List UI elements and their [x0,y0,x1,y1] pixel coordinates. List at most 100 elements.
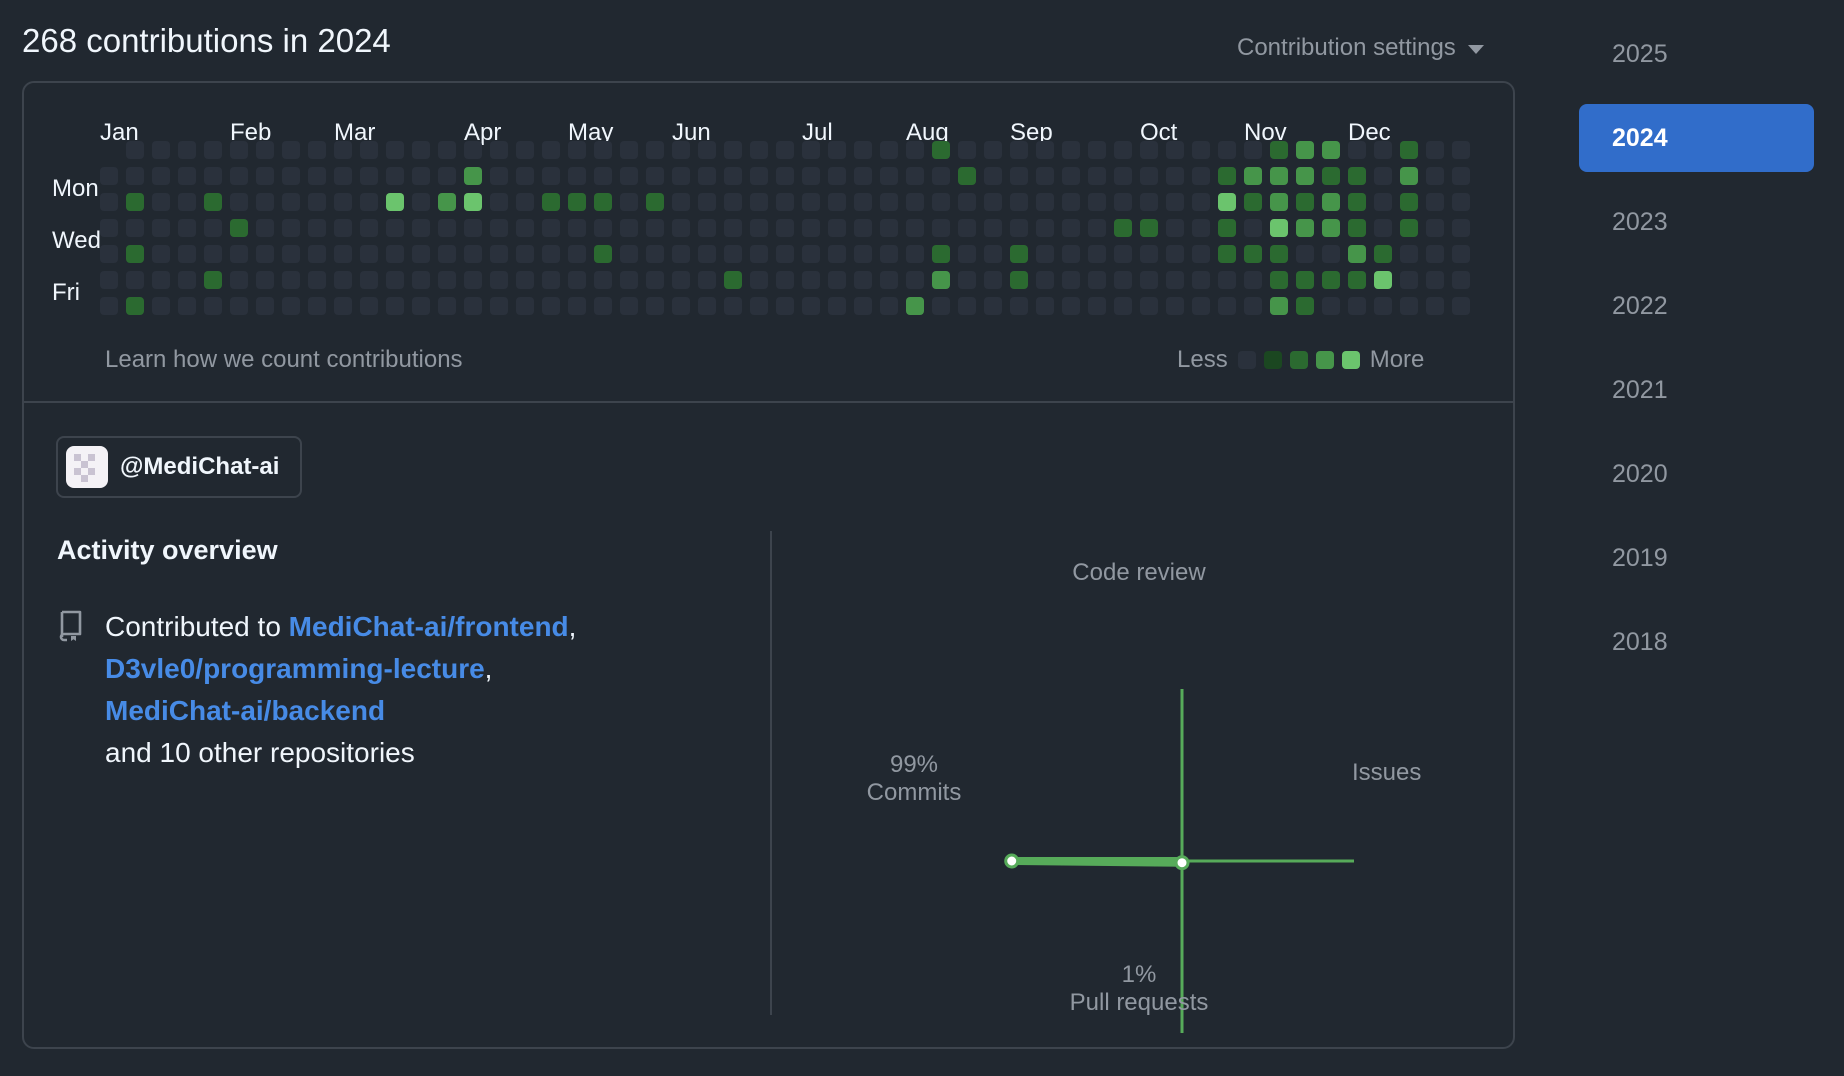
year-link-2019[interactable]: 2019 [1612,544,1668,572]
contribution-day-cell[interactable] [1348,193,1366,211]
contribution-day-cell[interactable] [1218,193,1236,211]
contribution-day-cell[interactable] [854,271,872,289]
contribution-day-cell[interactable] [412,245,430,263]
contribution-day-cell[interactable] [724,141,742,159]
contribution-day-cell[interactable] [1088,297,1106,315]
contribution-day-cell[interactable] [412,297,430,315]
contribution-day-cell[interactable] [1114,245,1132,263]
contribution-day-cell[interactable] [178,167,196,185]
contribution-day-cell[interactable] [1452,245,1470,263]
contribution-day-cell[interactable] [1296,271,1314,289]
contribution-day-cell[interactable] [360,219,378,237]
contribution-day-cell[interactable] [1348,141,1366,159]
contribution-day-cell[interactable] [1166,167,1184,185]
contribution-day-cell[interactable] [178,297,196,315]
contribution-day-cell[interactable] [334,271,352,289]
contribution-day-cell[interactable] [906,167,924,185]
contribution-day-cell[interactable] [360,193,378,211]
contribution-day-cell[interactable] [594,271,612,289]
contribution-day-cell[interactable] [282,167,300,185]
contribution-day-cell[interactable] [724,193,742,211]
contribution-day-cell[interactable] [360,141,378,159]
repo-link-medichat-backend[interactable]: MediChat-ai/backend [105,695,386,726]
contribution-day-cell[interactable] [204,167,222,185]
contribution-day-cell[interactable] [1036,245,1054,263]
contribution-day-cell[interactable] [1166,271,1184,289]
contribution-day-cell[interactable] [1088,219,1106,237]
contribution-day-cell[interactable] [1426,219,1444,237]
contribution-day-cell[interactable] [984,141,1002,159]
contribution-day-cell[interactable] [906,193,924,211]
contribution-day-cell[interactable] [386,219,404,237]
contribution-day-cell[interactable] [1322,297,1340,315]
contribution-day-cell[interactable] [230,167,248,185]
contribution-day-cell[interactable] [594,219,612,237]
contribution-day-cell[interactable] [646,297,664,315]
contribution-day-cell[interactable] [698,271,716,289]
contribution-day-cell[interactable] [698,193,716,211]
contribution-day-cell[interactable] [1374,297,1392,315]
contribution-day-cell[interactable] [1036,219,1054,237]
contribution-day-cell[interactable] [750,167,768,185]
contribution-day-cell[interactable] [1114,167,1132,185]
contribution-day-cell[interactable] [490,193,508,211]
contribution-day-cell[interactable] [828,219,846,237]
contribution-day-cell[interactable] [1400,141,1418,159]
contribution-day-cell[interactable] [776,167,794,185]
contribution-day-cell[interactable] [906,297,924,315]
contribution-day-cell[interactable] [1010,245,1028,263]
contribution-day-cell[interactable] [724,245,742,263]
contribution-day-cell[interactable] [854,245,872,263]
contribution-day-cell[interactable] [1192,193,1210,211]
contribution-day-cell[interactable] [802,245,820,263]
contribution-day-cell[interactable] [724,271,742,289]
contribution-day-cell[interactable] [282,141,300,159]
contribution-day-cell[interactable] [984,193,1002,211]
contribution-day-cell[interactable] [100,193,118,211]
contribution-day-cell[interactable] [178,193,196,211]
contribution-day-cell[interactable] [1088,167,1106,185]
contribution-day-cell[interactable] [126,271,144,289]
contribution-day-cell[interactable] [958,141,976,159]
contribution-day-cell[interactable] [672,245,690,263]
contribution-day-cell[interactable] [542,271,560,289]
contribution-day-cell[interactable] [594,245,612,263]
contribution-day-cell[interactable] [672,219,690,237]
contribution-day-cell[interactable] [334,141,352,159]
contribution-day-cell[interactable] [1036,167,1054,185]
contribution-day-cell[interactable] [1192,141,1210,159]
contribution-day-cell[interactable] [1270,245,1288,263]
contribution-day-cell[interactable] [542,167,560,185]
contribution-day-cell[interactable] [386,193,404,211]
contribution-day-cell[interactable] [282,271,300,289]
contribution-day-cell[interactable] [1140,219,1158,237]
contribution-day-cell[interactable] [1296,141,1314,159]
contribution-day-cell[interactable] [1270,271,1288,289]
contribution-day-cell[interactable] [724,297,742,315]
contribution-day-cell[interactable] [568,245,586,263]
contribution-day-cell[interactable] [230,219,248,237]
contribution-day-cell[interactable] [256,297,274,315]
year-link-2025[interactable]: 2025 [1612,40,1668,68]
contribution-day-cell[interactable] [620,245,638,263]
contribution-day-cell[interactable] [152,297,170,315]
contribution-day-cell[interactable] [1140,193,1158,211]
contribution-day-cell[interactable] [984,219,1002,237]
year-link-2020[interactable]: 2020 [1612,460,1668,488]
contribution-day-cell[interactable] [672,167,690,185]
contribution-day-cell[interactable] [1062,297,1080,315]
contribution-day-cell[interactable] [360,297,378,315]
contribution-day-cell[interactable] [1244,167,1262,185]
contribution-day-cell[interactable] [958,167,976,185]
contribution-day-cell[interactable] [490,297,508,315]
contribution-day-cell[interactable] [1010,141,1028,159]
contribution-day-cell[interactable] [542,193,560,211]
contribution-day-cell[interactable] [958,297,976,315]
contribution-day-cell[interactable] [1192,245,1210,263]
contribution-day-cell[interactable] [1270,167,1288,185]
contribution-day-cell[interactable] [1036,193,1054,211]
contribution-day-cell[interactable] [776,193,794,211]
contribution-day-cell[interactable] [256,167,274,185]
contribution-day-cell[interactable] [1348,245,1366,263]
contribution-day-cell[interactable] [1166,219,1184,237]
